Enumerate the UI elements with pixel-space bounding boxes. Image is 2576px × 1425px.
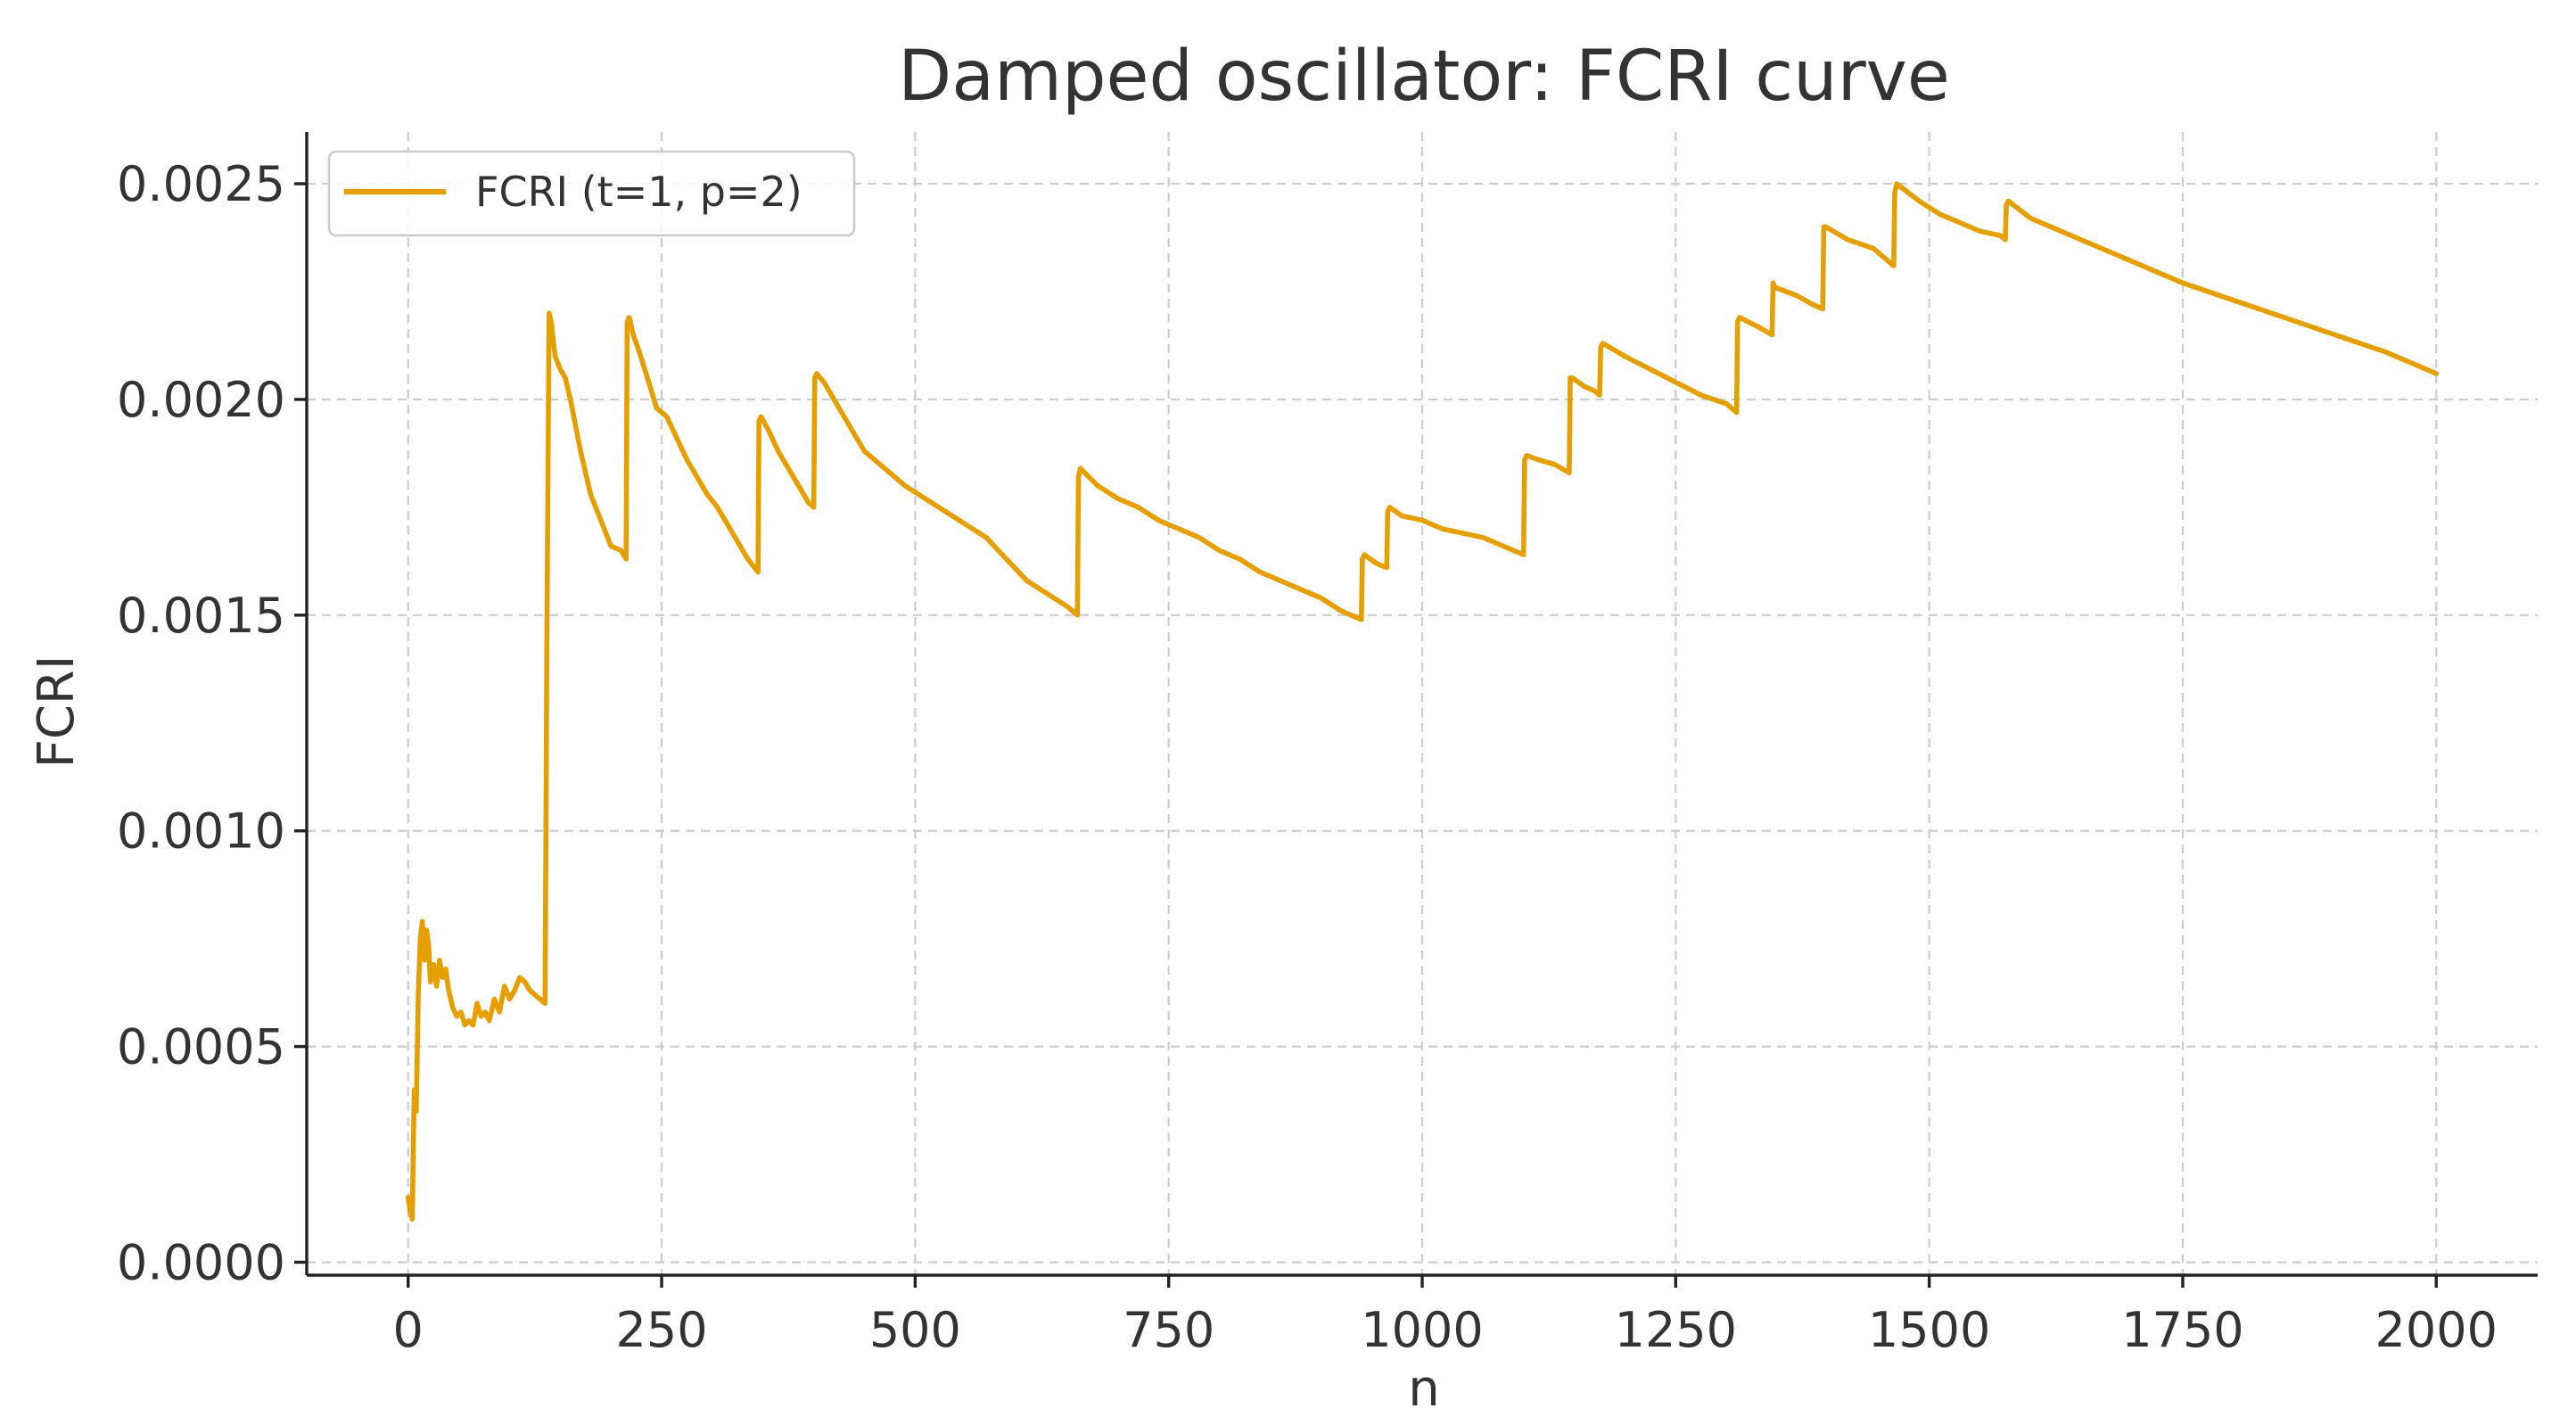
legend-label: FCRI (t=1, p=2) [475, 168, 802, 216]
x-axis-label: n [1408, 1360, 1440, 1418]
series-layer [405, 181, 2440, 1222]
ticks-layer: 0 250 500 750 1000 1250 1500 1750 2000 0.0000 0.00… [117, 156, 2498, 1358]
x-tick-label: 2000 [2375, 1302, 2498, 1358]
y-tick-label: 0.0010 [117, 803, 285, 860]
x-tick-label: 0 [393, 1302, 424, 1358]
chart-title: Damped oscillator: FCRI curve [898, 37, 1950, 117]
x-tick-label: 250 [616, 1302, 708, 1358]
y-tick-label: 0.0000 [117, 1234, 285, 1290]
y-tick-label: 0.0015 [117, 588, 285, 644]
x-tick-label: 1000 [1361, 1302, 1483, 1358]
x-tick-label: 1750 [2121, 1302, 2243, 1358]
y-axis-label: FCRI [28, 655, 86, 769]
legend-box [327, 150, 856, 237]
x-tick-label: 1250 [1615, 1302, 1737, 1358]
y-tick-label: 0.0005 [117, 1019, 285, 1075]
x-tick-label: 500 [869, 1302, 961, 1358]
y-tick-label: 0.0025 [117, 156, 285, 212]
legend: FCRI (t=1, p=2) [327, 150, 856, 237]
x-tick-label: 1500 [1868, 1302, 1990, 1358]
y-tick-label: 0.0020 [117, 372, 285, 428]
grid-layer [307, 132, 2538, 1275]
x-tick-label: 750 [1123, 1302, 1214, 1358]
series-line [405, 181, 2440, 1222]
